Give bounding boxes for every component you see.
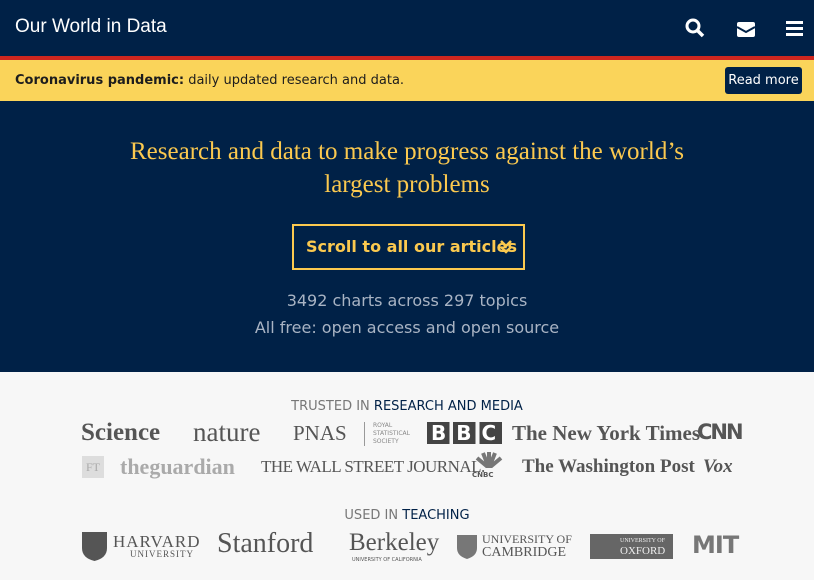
logo-vox: Vox [703, 456, 733, 477]
logo-wsj: THE WALL STREET JOURNAL. [261, 457, 485, 476]
hero: Research and data to make progress again… [0, 101, 814, 372]
banner-title: Coronavirus pandemic: [15, 73, 185, 88]
logo-nyt: The New York Times [512, 421, 701, 445]
harvard-shield [82, 532, 107, 561]
cambridge-shield [457, 535, 477, 559]
site-logo[interactable]: Our World in Data [15, 16, 167, 37]
banner-text: Coronavirus pandemic: daily updated rese… [15, 73, 404, 88]
hero-tagline: All free: open access and open source [254, 318, 560, 337]
trusted-label: TRUSTED IN RESEARCH AND MEDIA [0, 399, 814, 414]
scroll-button-label: Scroll to all our articles [306, 237, 517, 256]
hero-stats: 3492 charts across 297 topics [286, 291, 528, 310]
logo-cnn: CNN [697, 420, 744, 444]
logo-bbc: BBC [431, 421, 507, 445]
oxford-line-2: OXFORD [620, 545, 666, 557]
logo-cnbc: CNBC [472, 471, 494, 479]
label-prefix: TRUSTED IN [291, 399, 370, 414]
logo-science: Science [81, 419, 161, 446]
search-icon[interactable] [685, 18, 705, 38]
menu-icon[interactable] [786, 21, 803, 36]
label-highlight: RESEARCH AND MEDIA [373, 399, 523, 414]
logo-ft: FT [82, 456, 104, 478]
logo-nature: nature [193, 417, 261, 447]
logo-cambridge: UNIVERSITY OF CAMBRIDGE [482, 532, 572, 560]
header-stripe [0, 56, 814, 60]
subscribe-icon[interactable] [736, 22, 756, 37]
logo-rss: ROYAL STATISTICAL SOCIETY [364, 422, 420, 446]
cnbc-peacock [475, 452, 503, 468]
logo-berkeley: Berkeley [349, 529, 440, 556]
logo-harvard: HARVARD [113, 532, 201, 551]
logo-wapo: The Washington Post [522, 456, 695, 477]
scroll-button[interactable]: Scroll to all our articles [292, 224, 525, 270]
banner-body: daily updated research and data. [188, 73, 405, 88]
hero-title: Research and data to make progress again… [130, 138, 684, 198]
alert-banner: Coronavirus pandemic: daily updated rese… [0, 60, 814, 101]
logo-berkeley-sub: UNIVERSITY OF CALIFORNIA [352, 557, 422, 563]
logo-stanford: Stanford [217, 528, 314, 559]
label-highlight: TEACHING [402, 508, 470, 523]
logo-mit: MIT [692, 531, 739, 559]
cambridge-line-2: CAMBRIDGE [482, 545, 567, 560]
header-icons [685, 18, 803, 38]
cambridge-line-1: UNIVERSITY OF [482, 532, 572, 546]
bbc-blocks [427, 422, 502, 444]
site-header: Our World in Data [0, 0, 814, 56]
oxford-line-1: UNIVERSITY OF [620, 538, 665, 544]
read-more-button[interactable]: Read more [725, 67, 802, 94]
logo-guardian: theguardian [120, 454, 235, 479]
label-prefix: USED IN [344, 508, 399, 523]
logo-oxford: UNIVERSITY OF OXFORD [590, 534, 673, 559]
chevron-icon [500, 240, 512, 254]
logo-harvard-sub: UNIVERSITY [130, 549, 194, 559]
teaching-label: USED IN TEACHING [0, 508, 814, 523]
logo-pnas: PNAS [293, 421, 347, 445]
